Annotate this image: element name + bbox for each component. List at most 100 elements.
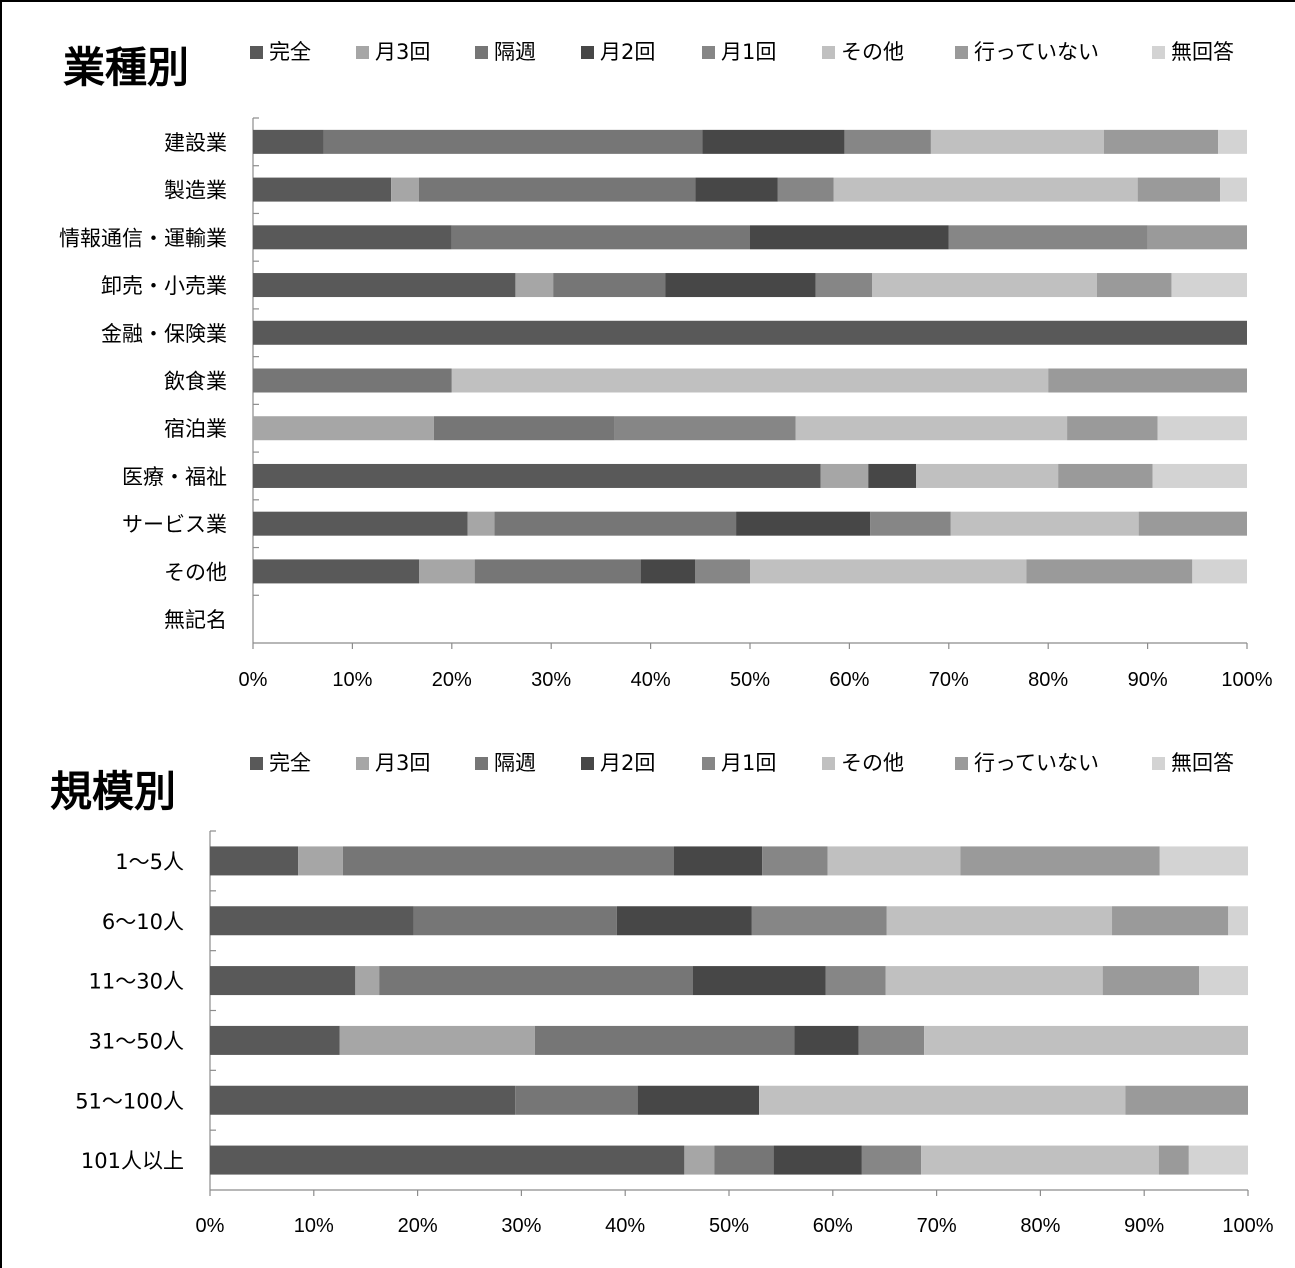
x-tick-label: 0% <box>196 1215 225 1237</box>
bar-segment <box>253 320 1247 345</box>
bar-segment <box>886 906 1113 936</box>
category-label: 101人以上 <box>81 1149 184 1173</box>
bar-segment <box>868 463 916 488</box>
chart-title: 業種別 <box>63 43 189 92</box>
legend-swatch <box>250 46 263 59</box>
bar-segment <box>950 511 1139 536</box>
bar-segment <box>1048 368 1247 393</box>
x-tick-label: 20% <box>398 1215 438 1237</box>
category-label: 製造業 <box>164 179 227 203</box>
bar-segment <box>1152 463 1247 488</box>
x-tick-label: 70% <box>917 1215 957 1237</box>
category-label: 宿泊業 <box>164 417 227 441</box>
legend: 完全 月3回 隔週 月2回 月1回 その他 行っていない 無回答 <box>250 751 1234 775</box>
category-label: 建設業 <box>164 131 227 155</box>
legend-label: 月1回 <box>721 40 776 64</box>
legend-swatch <box>250 757 263 770</box>
bar-segment <box>684 1145 715 1175</box>
bar-segment <box>640 559 696 584</box>
bar-row <box>210 1085 1248 1115</box>
legend-label: 月2回 <box>600 40 655 64</box>
bar-segment <box>637 1085 760 1115</box>
bar-segment <box>1137 177 1221 202</box>
bar-segment <box>924 1025 1248 1055</box>
bar-segment <box>515 273 554 298</box>
bar-row <box>210 906 1248 936</box>
bar-segment <box>1138 511 1247 536</box>
legend-label: その他 <box>841 40 904 64</box>
bar-segment <box>379 966 693 996</box>
bar-segment <box>762 846 828 876</box>
bar-row <box>210 1145 1248 1175</box>
bar-segment <box>750 559 1027 584</box>
category-label: 飲食業 <box>164 370 227 394</box>
bar-segment <box>750 225 949 250</box>
bar-segment <box>1058 463 1153 488</box>
x-tick-label: 10% <box>294 1215 334 1237</box>
bar-segment <box>433 416 615 441</box>
bar-segment <box>339 1025 535 1055</box>
industry-chart: 業種別 完全 月3回 隔週 月2回 月1回 その他 行っていない 無回答 建設業製造業情報通信… <box>59 40 1273 691</box>
legend-label: その他 <box>841 751 904 775</box>
bar-segment <box>253 416 434 441</box>
x-tick-label: 40% <box>605 1215 645 1237</box>
bar-row <box>253 320 1247 345</box>
bar-segment <box>870 511 951 536</box>
bar-segment <box>451 368 1049 393</box>
bar-segment <box>915 463 1059 488</box>
bar-segment <box>794 1025 859 1055</box>
bar-segment <box>827 846 961 876</box>
bar-segment <box>1125 1085 1248 1115</box>
category-label: 情報通信・運輸業 <box>59 226 227 250</box>
x-tick-label: 90% <box>1124 1215 1164 1237</box>
bar-segment <box>553 273 666 298</box>
legend-item: 月1回 <box>702 40 776 64</box>
bar-segment <box>342 846 674 876</box>
bar-segment <box>948 225 1148 250</box>
x-tick-label: 0% <box>239 669 268 691</box>
bar-segment <box>1218 129 1247 154</box>
category-label: サービス業 <box>122 513 227 537</box>
bar-segment <box>820 463 869 488</box>
legend-label: 隔週 <box>494 40 536 64</box>
legend-label: 月2回 <box>600 751 655 775</box>
x-tick-label: 50% <box>709 1215 749 1237</box>
bar-row <box>253 177 1247 202</box>
legend-label: 行っていない <box>974 40 1099 64</box>
bar-segment <box>1112 906 1229 936</box>
chart-title: 規模別 <box>50 767 176 816</box>
bar-segment <box>1157 416 1247 441</box>
bar-segment <box>960 846 1160 876</box>
bar-row <box>253 129 1247 154</box>
bar-segment <box>858 1025 925 1055</box>
bar-row <box>253 273 1247 298</box>
bar-segment <box>759 1085 1126 1115</box>
legend-item: 月3回 <box>356 40 430 64</box>
bar-segment <box>253 225 452 250</box>
bar-segment <box>418 177 696 202</box>
x-tick-label: 40% <box>631 669 671 691</box>
bar-segment <box>1220 177 1247 202</box>
legend-item: その他 <box>822 751 904 775</box>
bar-segment <box>534 1025 795 1055</box>
category-label: 11〜30人 <box>89 970 184 994</box>
legend-item: 月2回 <box>581 40 655 64</box>
bar-row <box>210 1025 1248 1055</box>
legend-swatch <box>475 757 488 770</box>
bar-segment <box>773 1145 862 1175</box>
x-tick-label: 60% <box>829 669 869 691</box>
bar-segment <box>1159 846 1248 876</box>
bar-segment <box>355 966 380 996</box>
legend-item: 行っていない <box>955 751 1099 775</box>
bar-segment <box>210 1085 516 1115</box>
legend-item: 無回答 <box>1152 751 1234 775</box>
bar-segment <box>1158 1145 1189 1175</box>
bar-segment <box>210 1145 685 1175</box>
legend-swatch <box>702 46 715 59</box>
bar-row <box>253 225 1247 250</box>
bar-segment <box>253 511 468 536</box>
legend-item: 行っていない <box>955 40 1099 64</box>
legend-swatch <box>1152 757 1165 770</box>
legend-swatch <box>356 757 369 770</box>
